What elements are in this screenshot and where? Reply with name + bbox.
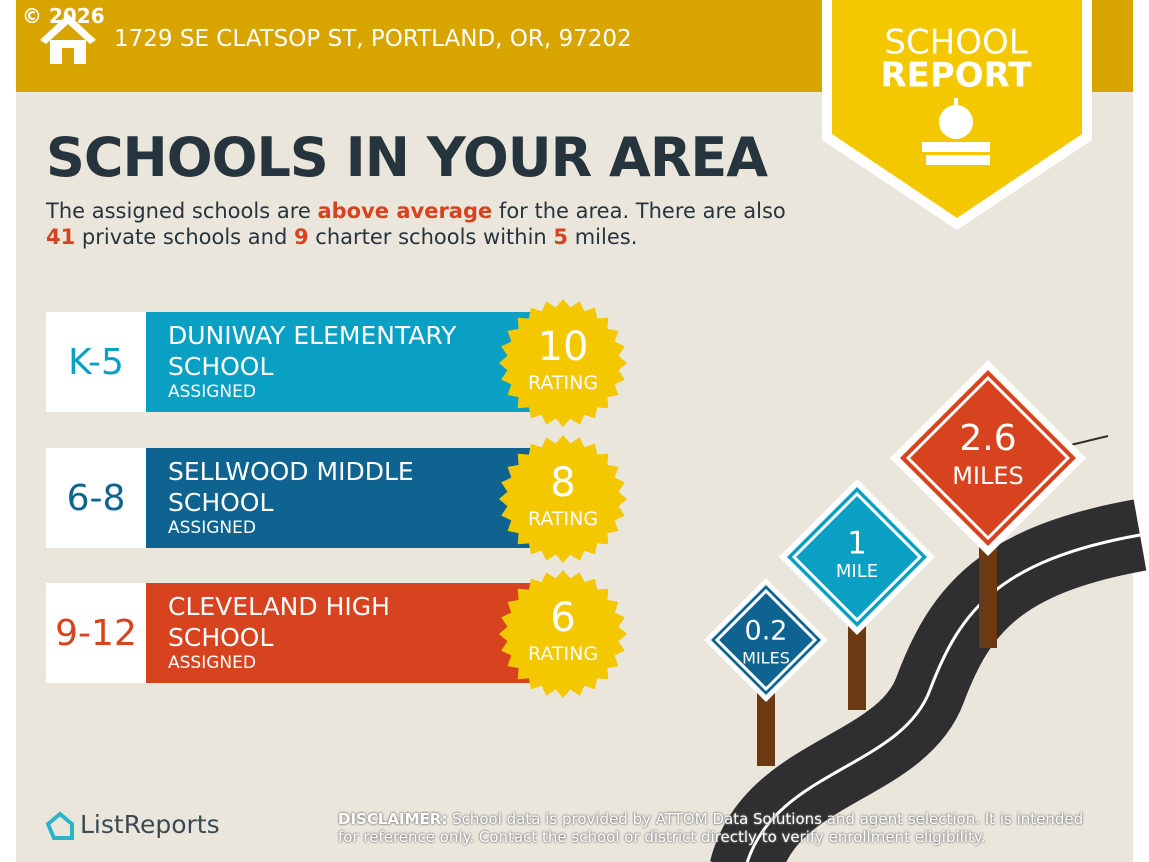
rating-label: RATING (527, 508, 599, 530)
intro-text: The assigned schools are (46, 199, 318, 223)
rating-seal (499, 570, 627, 698)
badge-line2: REPORT (880, 56, 1032, 96)
grade-level: K-5 (46, 312, 146, 412)
school-row: K-5 DUNIWAY ELEMENTARY SCHOOL ASSIGNED 10 RA… (46, 299, 627, 427)
intro-highlight: 5 (553, 225, 569, 249)
intro-text: for the area. There are also (492, 199, 786, 223)
disclaimer: DISCLAIMER: School data is provided by A… (338, 810, 1098, 846)
sign-distance: 1 (847, 526, 867, 562)
seal-shape (499, 435, 627, 563)
sign-unit: MILE (836, 561, 878, 582)
brand-logo (45, 811, 74, 840)
intro-text: miles. (568, 225, 638, 249)
badge-line1: SCHOOL (884, 23, 1027, 63)
home-icon (40, 14, 96, 64)
sign-posts (757, 540, 997, 766)
school-band: DUNIWAY ELEMENTARY SCHOOL ASSIGNED (146, 312, 566, 412)
school-status: ASSIGNED (168, 653, 256, 673)
address: 1729 SE CLATSOP ST, PORTLAND, OR, 97202 (114, 26, 632, 52)
sign-distance: 2.6 (959, 418, 1016, 459)
rating: 10 (537, 324, 589, 370)
sign-unit: MILES (742, 649, 790, 668)
grade-level: 9-12 (46, 583, 146, 683)
school-row: 9-12 CLEVELAND HIGH SCHOOL ASSIGNED 6 RATING (46, 570, 627, 698)
badge (822, 0, 1092, 230)
school-name: DUNIWAY ELEMENTARY SCHOOL (168, 321, 457, 381)
rating-seal (499, 299, 627, 427)
rating-label: RATING (527, 643, 599, 665)
school-row: 6-8 SELLWOOD MIDDLE SCHOOL ASSIGNED 8 RATING (46, 435, 627, 563)
intro-text: charter schools within (308, 225, 554, 249)
brand: ListReports (80, 810, 220, 839)
copyright: © 2026 (22, 4, 105, 28)
intro-highlight: 9 (293, 225, 309, 249)
school-name: SELLWOOD MIDDLE SCHOOL (168, 457, 414, 517)
signs: 0.2 MILES 1 MILE 2.6 MILES (704, 360, 1086, 702)
school-name: CLEVELAND HIGH SCHOOL (168, 592, 390, 652)
seal-shape (499, 570, 627, 698)
disclaimer-label: DISCLAIMER: (338, 810, 448, 828)
seal-shape (499, 299, 627, 427)
rating: 6 (550, 595, 576, 641)
school-band: CLEVELAND HIGH SCHOOL ASSIGNED (146, 583, 566, 683)
intro-highlight: above average (317, 199, 493, 223)
rating: 8 (550, 460, 576, 506)
sign-unit: MILES (952, 462, 1024, 490)
intro: The assigned schools are above average f… (46, 198, 806, 250)
disclaimer-text: School data is provided by ATTOM Data So… (338, 810, 1084, 846)
school-status: ASSIGNED (168, 382, 256, 402)
school-band: SELLWOOD MIDDLE SCHOOL ASSIGNED (146, 448, 566, 548)
intro-text: private schools and (75, 225, 294, 249)
school-status: ASSIGNED (168, 518, 256, 538)
rating-label: RATING (527, 372, 599, 394)
sign-distance: 0.2 (745, 616, 788, 647)
title: SCHOOLS IN YOUR AREA (46, 126, 768, 189)
grade-level: 6-8 (46, 448, 146, 548)
intro-highlight: 41 (46, 225, 76, 249)
rating-seal (499, 435, 627, 563)
